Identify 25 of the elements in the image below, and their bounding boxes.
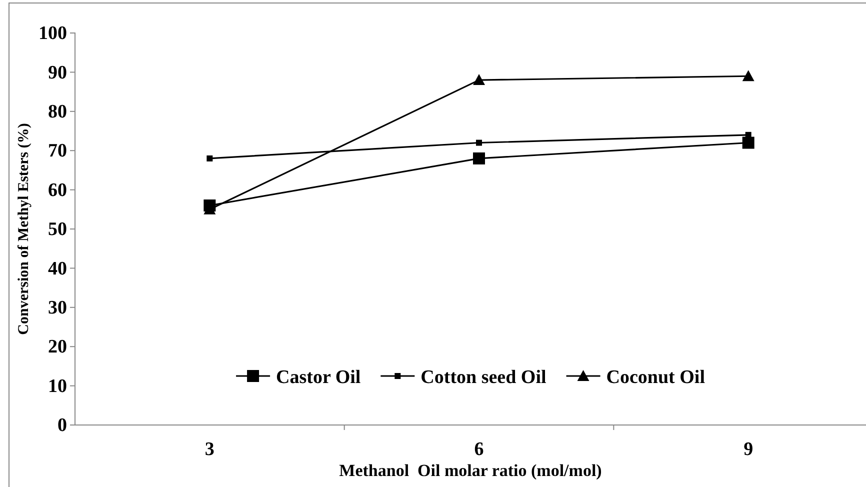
legend-label: Cotton seed Oil: [420, 367, 546, 388]
point: [476, 140, 482, 146]
y-tick-label: 20: [48, 336, 67, 358]
point: [473, 152, 485, 164]
legend-label: Coconut Oil: [606, 367, 705, 388]
y-tick-label: 40: [48, 258, 67, 280]
point: [742, 136, 754, 149]
x-tick-label: 3: [204, 439, 214, 460]
y-tick-label: 0: [58, 415, 67, 436]
point: [206, 155, 213, 162]
y-tick-label: 70: [48, 140, 67, 162]
y-tick-label: 90: [48, 62, 67, 84]
y-axis-title: Conversion of Methyl Esters (%): [16, 123, 32, 335]
point: [473, 74, 485, 86]
y-tick-label: 80: [48, 101, 67, 122]
x-axis-title: Methanol Oil molar ratio (mol/mol): [339, 461, 602, 480]
point: [742, 70, 754, 82]
y-tick-label: 100: [38, 23, 67, 44]
y-tick-label: 10: [48, 376, 67, 397]
y-tick-label: 60: [48, 180, 67, 201]
y-tick-label: 30: [48, 297, 67, 318]
x-tick-label: 9: [744, 439, 754, 460]
x-tick-label: 6: [474, 439, 484, 460]
legend-label: Castor Oil: [276, 367, 361, 388]
y-tick-label: 50: [48, 219, 67, 240]
